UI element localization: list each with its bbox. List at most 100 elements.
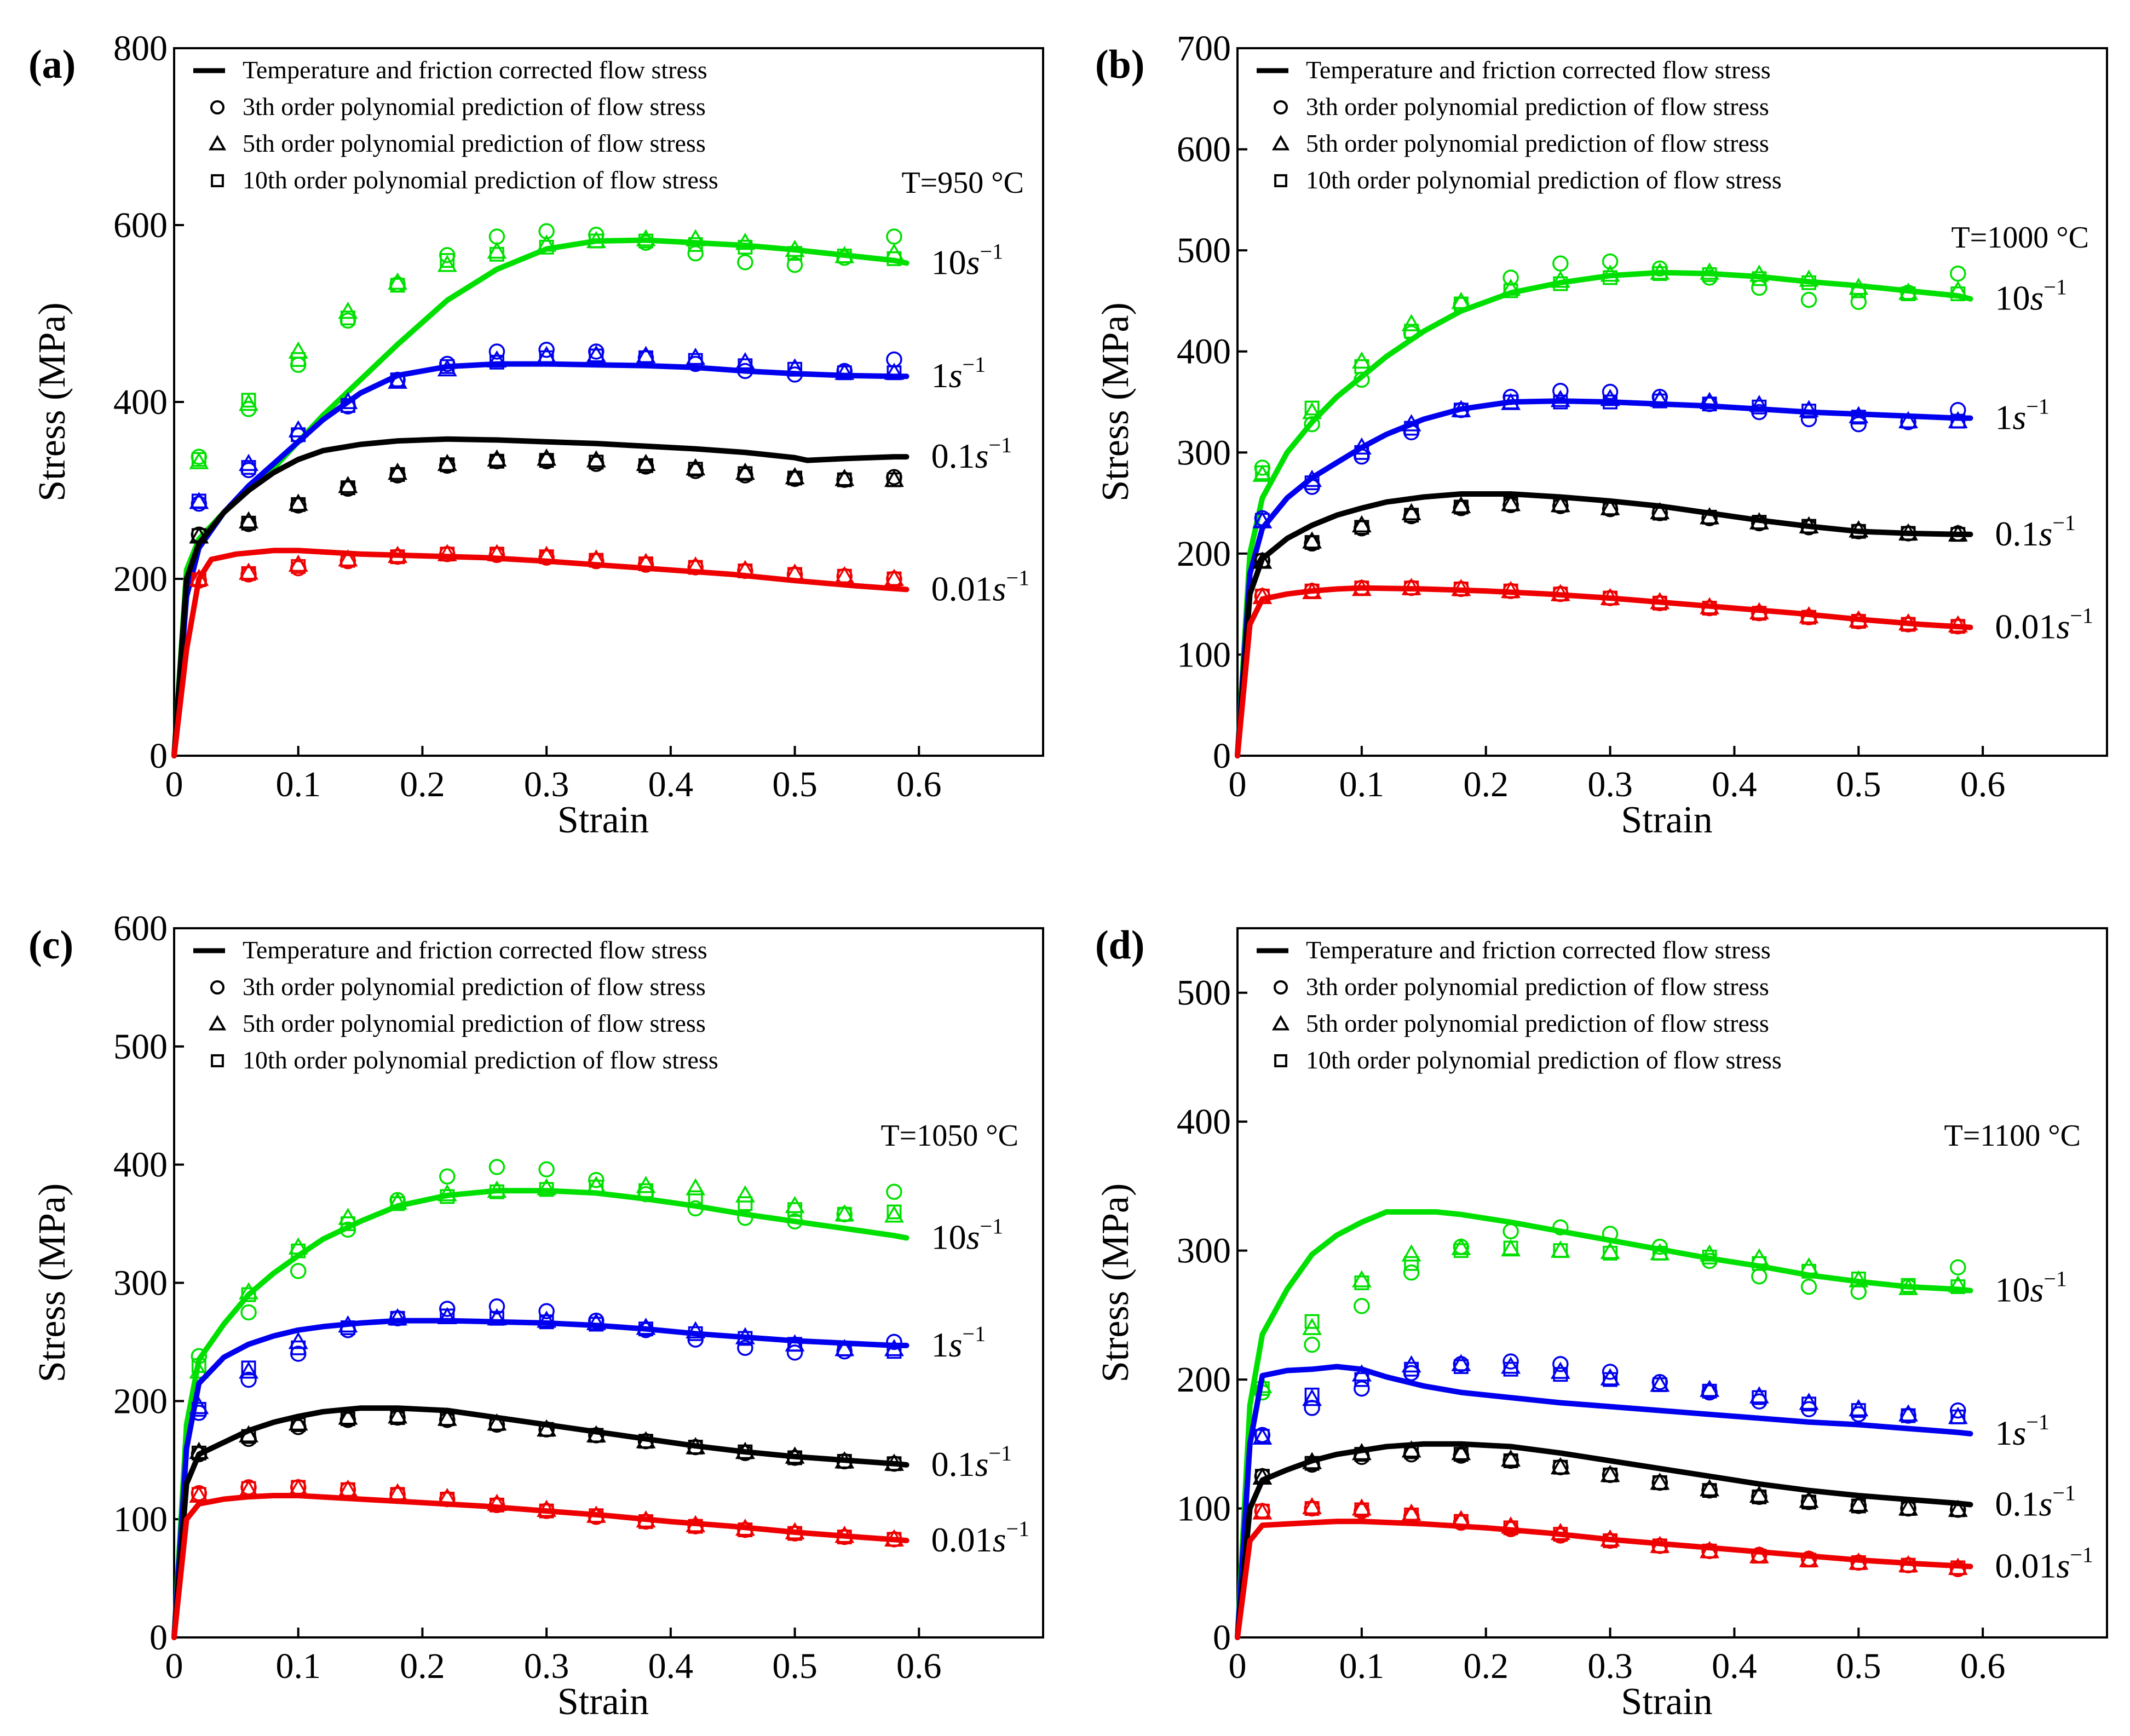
y-tick-label: 300	[1177, 433, 1231, 473]
temperature-label: T=1000 °C	[1951, 221, 2089, 255]
prediction-point-circle	[1602, 1226, 1619, 1242]
prediction-point-circle	[687, 245, 704, 262]
prediction-point-circle	[1304, 416, 1320, 433]
prediction-point-square	[1603, 1372, 1618, 1387]
x-tick-label: 0.1	[275, 764, 321, 804]
rate-value: 1	[931, 356, 949, 395]
prediction-point-triangle	[1948, 1275, 1968, 1293]
x-tick-label: 0.3	[1587, 1646, 1633, 1686]
prediction-point-square	[1950, 413, 1966, 429]
legend-square-marker	[211, 1054, 224, 1067]
prediction-point-circle	[886, 1333, 902, 1350]
prediction-point-triangle	[785, 358, 805, 376]
prediction-point-square	[1851, 1498, 1866, 1514]
prediction-point-square	[1304, 1314, 1320, 1329]
prediction-point-square	[291, 497, 306, 512]
prediction-point-triangle	[1451, 1238, 1471, 1255]
prediction-point-triangle	[338, 1407, 358, 1425]
rate-value: 1	[1995, 1413, 2012, 1452]
y-tick-label: 600	[1177, 130, 1231, 170]
prediction-point-square	[1702, 601, 1717, 616]
prediction-point-square	[490, 246, 504, 262]
prediction-point-square	[1752, 1390, 1767, 1405]
prediction-point-square	[490, 1416, 504, 1431]
legend: Temperature and friction corrected flow …	[193, 56, 718, 194]
prediction-point-square	[390, 278, 405, 293]
prediction-point-square	[340, 1216, 355, 1232]
prediction-point-triangle	[1849, 277, 1869, 295]
prediction-point-triangle	[735, 232, 755, 250]
prediction-point-triangle	[487, 1493, 507, 1511]
prediction-point-square	[1354, 1372, 1369, 1387]
prediction-point-circle	[1950, 402, 1966, 418]
prediction-point-square	[1702, 1483, 1717, 1498]
rate-unit: s	[975, 436, 989, 475]
series-0.1-per-second: 0.1s−1	[1235, 491, 2076, 758]
prediction-point-square	[1752, 1549, 1767, 1564]
prediction-point-triangle	[288, 554, 308, 572]
y-tick-label: 200	[1177, 1360, 1231, 1400]
prediction-point-circle	[339, 312, 356, 329]
prediction-point-triangle	[1799, 1490, 1819, 1508]
prediction-point-square	[638, 233, 653, 249]
prediction-point-square	[688, 1190, 703, 1205]
prediction-point-square	[688, 1519, 703, 1534]
x-tick-label: 0.3	[524, 764, 569, 804]
prediction-point-triangle	[239, 1361, 258, 1379]
prediction-point-triangle	[1302, 1497, 1322, 1515]
prediction-point-triangle	[1799, 269, 1819, 287]
flow-stress-curve	[1235, 1519, 1973, 1640]
y-axis-label: Stress (MPa)	[31, 302, 73, 502]
prediction-point-square	[440, 1189, 455, 1204]
prediction-point-circle	[1304, 1336, 1320, 1353]
prediction-point-triangle	[1600, 1529, 1620, 1547]
x-tick-label: 0.1	[1339, 764, 1385, 804]
prediction-point-square	[738, 1522, 753, 1538]
rate-value: 0.1	[1995, 514, 2039, 553]
prediction-point-triangle	[1351, 1498, 1372, 1516]
prediction-point-triangle	[1451, 1442, 1471, 1461]
prediction-point-square	[638, 1183, 653, 1198]
prediction-point-square	[1603, 394, 1618, 410]
prediction-point-square	[638, 458, 653, 473]
prediction-point-square	[191, 572, 206, 588]
prediction-point-square	[1404, 580, 1419, 596]
prediction-point-triangle	[239, 1282, 258, 1300]
rate-value: 10	[931, 243, 966, 281]
prediction-point-square	[490, 1310, 504, 1326]
panel-label: (b)	[1095, 42, 1144, 87]
y-tick-label: 200	[113, 559, 168, 599]
x-tick-label: 0	[165, 764, 183, 804]
prediction-point-triangle	[1550, 1522, 1570, 1540]
prediction-point-triangle	[487, 241, 507, 259]
x-tick-label: 0.2	[1463, 1646, 1509, 1686]
prediction-point-triangle	[1749, 1485, 1769, 1503]
prediction-point-triangle	[388, 1483, 408, 1501]
prediction-point-square	[1354, 1502, 1369, 1517]
y-tick-label: 700	[1177, 28, 1231, 68]
rate-value: 10	[1995, 279, 2030, 318]
prediction-point-triangle	[537, 545, 557, 563]
prediction-point-triangle	[1749, 602, 1769, 619]
legend-entry-label: Temperature and friction corrected flow …	[243, 56, 707, 84]
y-tick-label: 500	[1177, 973, 1231, 1013]
y-tick-label: 500	[113, 1027, 168, 1067]
prediction-point-triangle	[1898, 283, 1918, 300]
prediction-point-triangle	[487, 1180, 507, 1198]
legend-entry-label: Temperature and friction corrected flow …	[1306, 936, 1771, 964]
x-tick-label: 0.5	[772, 764, 818, 804]
prediction-point-circle	[1304, 1400, 1320, 1416]
rate-value: 1	[1995, 398, 2012, 437]
prediction-point-square	[1553, 1367, 1568, 1382]
prediction-point-square	[738, 1331, 753, 1346]
strain-rate-label: 0.1s−1	[1995, 510, 2075, 553]
legend: Temperature and friction corrected flow …	[1257, 56, 1782, 194]
prediction-point-square	[886, 472, 902, 487]
prediction-point-square	[589, 233, 604, 249]
prediction-point-circle	[1950, 265, 1966, 282]
prediction-point-triangle	[388, 545, 408, 563]
prediction-point-square	[787, 361, 803, 377]
rate-unit: s	[993, 1520, 1006, 1559]
prediction-point-circle	[538, 341, 555, 358]
prediction-point-triangle	[288, 341, 308, 359]
